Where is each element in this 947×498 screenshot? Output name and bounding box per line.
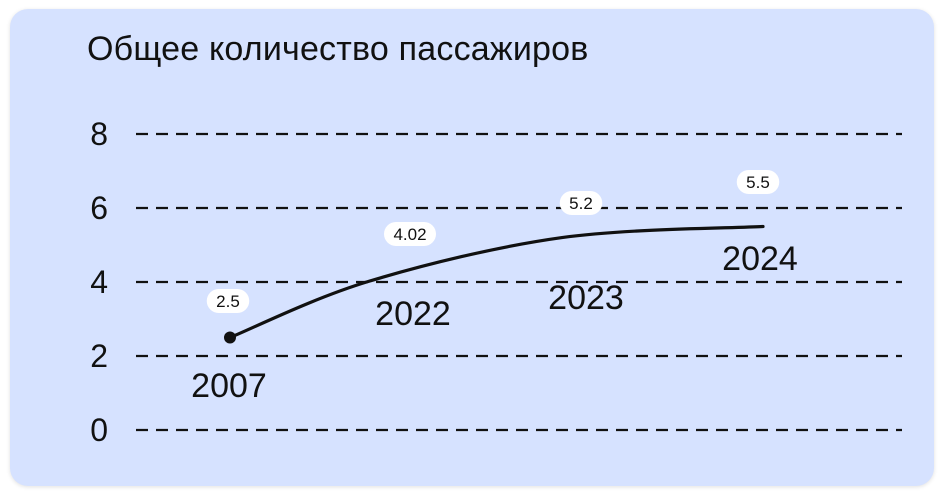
data-label-bg-2024 xyxy=(736,170,780,194)
x-label-2007: 2007 xyxy=(191,367,267,405)
series-line xyxy=(228,224,765,340)
data-label-2022: 4.02 xyxy=(393,225,426,244)
x-label-2023: 2023 xyxy=(548,279,624,317)
data-label-2023: 5.2 xyxy=(569,194,593,213)
data-label-2007: 2.5 xyxy=(216,292,240,311)
data-label-2024: 5.5 xyxy=(746,173,770,192)
y-tick-label-6: 6 xyxy=(90,190,108,226)
x-label-2022: 2022 xyxy=(375,295,451,333)
chart-title: Общее количество пассажиров xyxy=(87,30,589,68)
y-tick-label-4: 4 xyxy=(90,264,108,300)
x-label-2024: 2024 xyxy=(722,240,798,278)
data-point-2007 xyxy=(224,331,236,344)
y-tick-label-8: 8 xyxy=(90,116,108,152)
y-tick-label-0: 0 xyxy=(90,412,108,448)
y-tick-label-2: 2 xyxy=(90,338,108,374)
data-label-bg-2022 xyxy=(384,222,436,246)
data-label-bg-2023 xyxy=(559,191,603,215)
data-label-bg-2007 xyxy=(206,289,250,313)
chart-card xyxy=(10,9,934,486)
